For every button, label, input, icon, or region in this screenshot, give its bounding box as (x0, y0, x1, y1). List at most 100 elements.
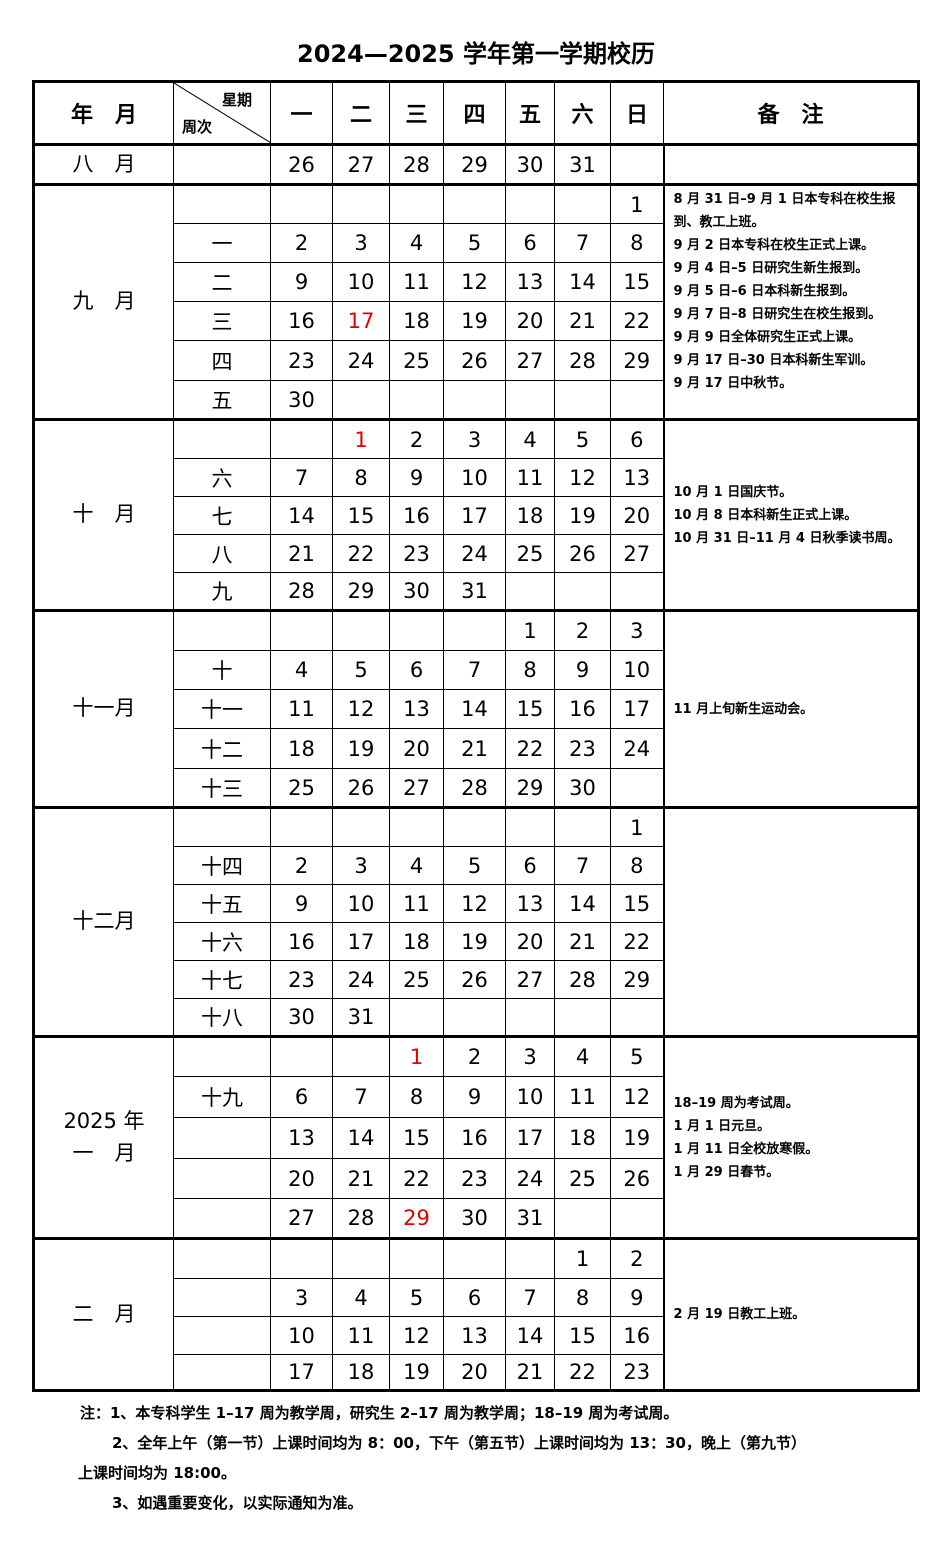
day-cell (505, 998, 555, 1037)
week-number: 十二 (173, 728, 271, 769)
week-number: 十七 (173, 960, 271, 999)
day-cell (554, 807, 611, 847)
day-cell: 26 (443, 960, 506, 999)
week-row: 四 23 24 25 26 27 28 29 (34, 340, 919, 381)
day-cell: 19 (610, 1117, 664, 1159)
day-cell: 10 (332, 884, 390, 923)
header-day-1: 一 (270, 81, 333, 145)
footnote-2-cont: 上课时间均为 18:00。 (78, 1464, 236, 1482)
day-cell: 10 (505, 1076, 555, 1118)
day-cell: 25 (389, 340, 444, 381)
day-cell: 5 (443, 223, 506, 263)
day-cell: 20 (443, 1354, 506, 1391)
day-cell: 27 (505, 340, 555, 381)
day-cell: 11 (332, 1316, 390, 1355)
day-cell: 4 (389, 223, 444, 263)
week-number: 七 (173, 496, 271, 535)
day-cell (270, 610, 333, 651)
day-cell: 31 (332, 998, 390, 1037)
week-label: 周次 (182, 118, 213, 136)
day-cell (443, 807, 506, 847)
day-cell: 1 (610, 807, 664, 847)
day-cell: 1 (505, 610, 555, 651)
day-cell (610, 144, 664, 185)
notes-cell: 11 月上旬新生运动会。 (662, 610, 919, 808)
day-cell: 20 (505, 301, 555, 341)
note-line: 1 月 11 日全校放寒假。 (673, 1141, 819, 1157)
day-cell: 28 (270, 572, 333, 611)
day-cell: 14 (554, 262, 611, 302)
week-number (173, 1238, 271, 1279)
day-cell: 28 (389, 144, 444, 185)
day-cell: 2 (270, 846, 333, 885)
day-cell (505, 380, 555, 420)
day-cell: 31 (443, 572, 506, 611)
week-number: 九 (173, 572, 271, 611)
day-cell: 13 (389, 689, 444, 729)
day-cell: 17 (505, 1117, 555, 1159)
day-cell: 19 (443, 301, 506, 341)
day-cell: 16 (270, 922, 333, 961)
week-number: 十九 (173, 1076, 271, 1118)
month-group: 十二月 1 十四 2 3 4 5 6 7 8 十五 9 10 11 12 13 14 15 十六 16 17 18 19 20… (33, 807, 919, 1037)
day-cell: 19 (554, 496, 611, 535)
week-row: 十四 2 3 4 5 6 7 8 (34, 846, 919, 885)
note-line: 8 月 31 日–9 月 1 日本专科在校生报到、教工上班。 (673, 192, 896, 230)
day-cell: 22 (610, 301, 664, 341)
day-cell: 30 (270, 380, 333, 420)
day-cell (554, 1198, 611, 1239)
day-cell: 5 (554, 419, 611, 459)
day-cell (332, 1036, 390, 1077)
day-cell (505, 184, 555, 224)
week-number (173, 807, 271, 847)
week-number: 十四 (173, 846, 271, 885)
week-row: 十一月 1 2 3 11 月上旬新生运动会。 (33, 610, 919, 808)
note-line: 9 月 17 日–30 日本科新生军训。 (673, 353, 874, 368)
day-cell: 2 (554, 610, 611, 651)
day-cell: 10 (443, 458, 506, 497)
week-row: 13 14 15 16 17 18 19 (34, 1117, 919, 1159)
header-row: 年 月 星期 周次 一 二 三 四 五 六 日 备 注 (33, 81, 919, 145)
note-line: 10 月 8 日本科新生正式上课。 (673, 507, 858, 523)
day-cell: 6 (270, 1076, 333, 1118)
day-cell: 4 (389, 846, 444, 885)
month-group: 十一月 1 2 3 11 月上旬新生运动会。十 4 5 6 7 8 9 10 十一 11 12 13 14 15 1… (33, 610, 919, 808)
week-number (173, 419, 271, 459)
day-cell: 15 (610, 262, 664, 302)
day-cell: 15 (332, 496, 390, 535)
day-cell: 30 (389, 572, 444, 611)
day-cell: 21 (443, 728, 506, 769)
day-cell: 23 (443, 1158, 506, 1199)
day-cell: 18 (554, 1117, 611, 1159)
day-cell: 11 (505, 458, 555, 497)
notes-cell: 10 月 1 日国庆节。 10 月 8 日本科新生正式上课。 10 月 31 日–1… (662, 419, 919, 611)
day-cell: 6 (505, 846, 555, 885)
month-group: 八 月 26 27 28 29 30 31 (33, 144, 919, 185)
day-cell: 9 (270, 884, 333, 923)
day-cell: 22 (554, 1354, 611, 1391)
day-cell: 12 (443, 884, 506, 923)
day-cell: 24 (610, 728, 664, 769)
day-cell: 22 (505, 728, 555, 769)
notes-cell: 18–19 周为考试周。 1 月 1 日元旦。 1 月 11 日全校放寒假。 1 月 … (662, 1036, 919, 1239)
day-cell (332, 184, 390, 224)
day-cell: 16 (554, 689, 611, 729)
day-cell (554, 380, 611, 420)
day-cell: 28 (332, 1198, 390, 1239)
day-cell: 20 (270, 1158, 333, 1199)
day-cell: 17 (332, 301, 390, 341)
day-cell: 29 (610, 340, 664, 381)
week-number (173, 1117, 271, 1159)
day-cell: 27 (610, 534, 664, 573)
note-line: 9 月 9 日全体研究生正式上课。 (673, 330, 862, 345)
day-cell: 31 (505, 1198, 555, 1239)
day-cell: 29 (610, 960, 664, 999)
note-line: 1 月 1 日元旦。 (673, 1118, 771, 1134)
note-line: 9 月 2 日本专科在校生正式上课。 (673, 238, 875, 253)
day-cell: 22 (389, 1158, 444, 1199)
week-number: 十三 (173, 768, 271, 808)
day-cell: 7 (554, 846, 611, 885)
day-cell: 10 (332, 262, 390, 302)
week-row: 十二 18 19 20 21 22 23 24 (34, 728, 919, 769)
